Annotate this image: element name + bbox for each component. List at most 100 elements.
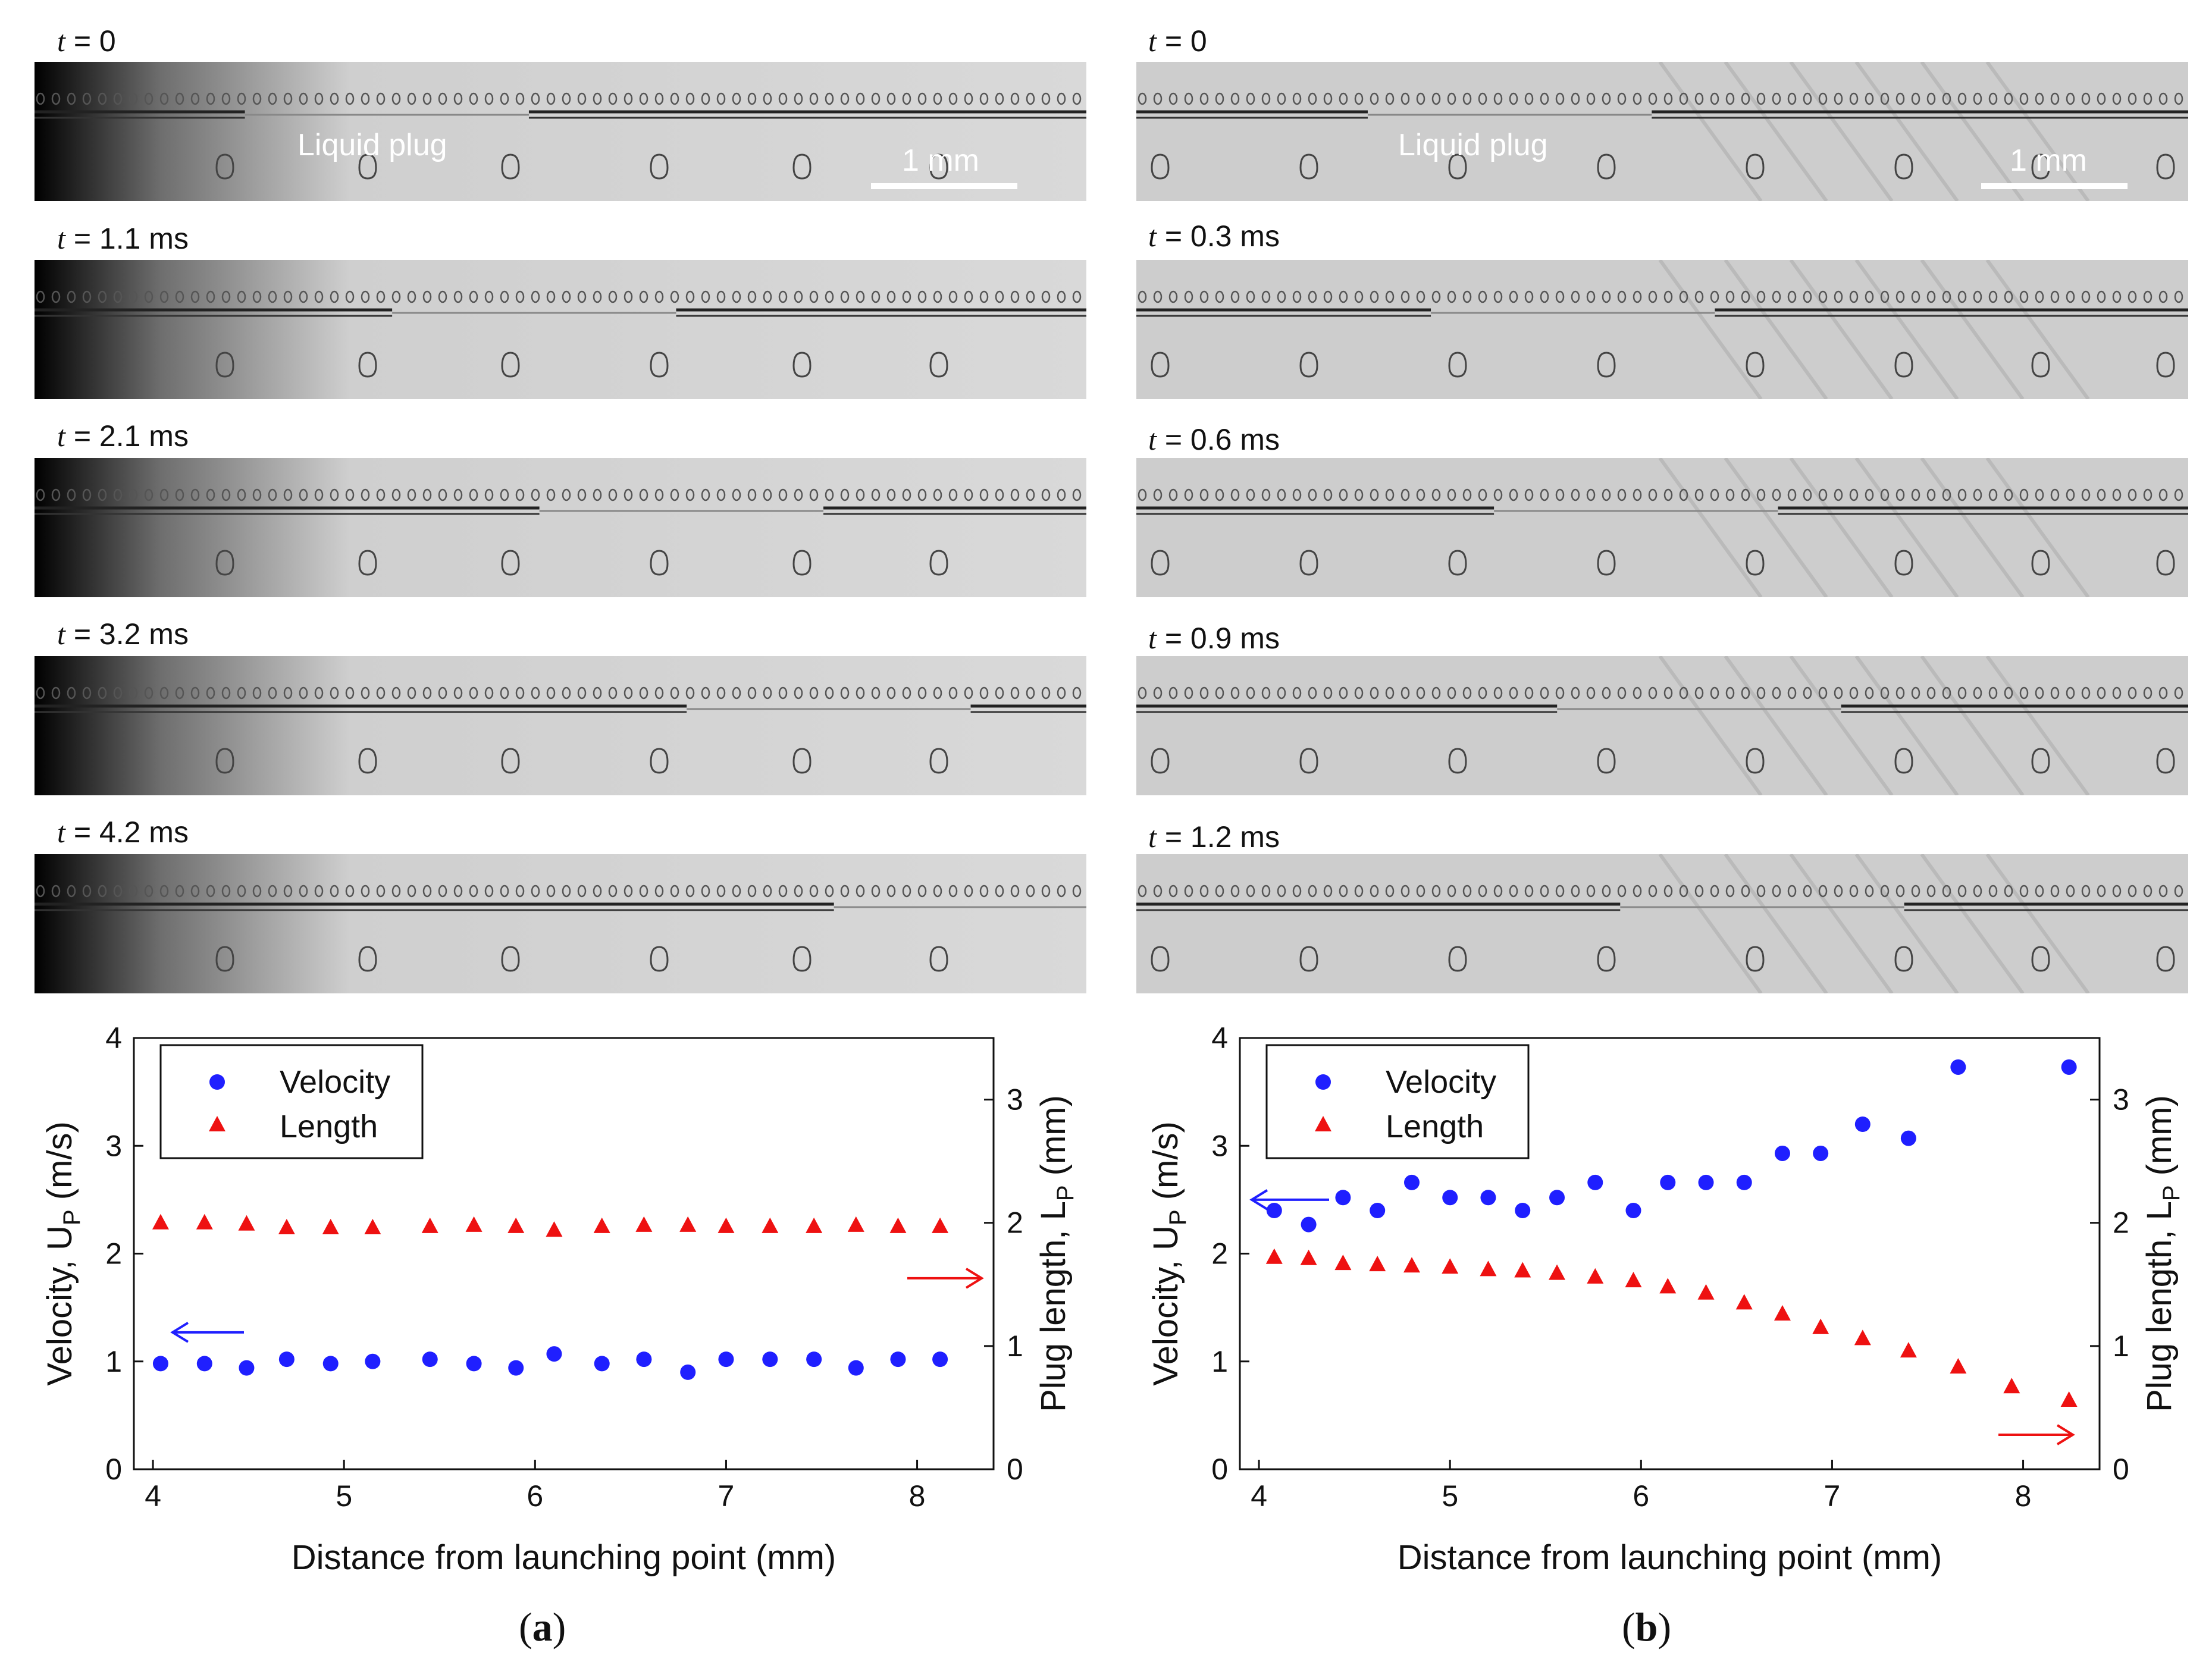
length-point — [1812, 1318, 1829, 1334]
channel-dot — [175, 885, 184, 898]
channel-dot — [51, 885, 61, 898]
channel-dot — [376, 92, 386, 105]
channel-dot — [2081, 488, 2091, 501]
channel-dot — [1679, 686, 1688, 700]
velocity-point — [680, 1364, 696, 1380]
channel-dot — [1339, 290, 1348, 303]
length-point — [593, 1217, 610, 1233]
y-left-tick-label: 1 — [105, 1345, 122, 1378]
channel-dot — [840, 92, 850, 105]
velocity-point — [762, 1351, 778, 1368]
channel-dot — [1973, 488, 1982, 501]
channel-dot — [2143, 488, 2153, 501]
channel-dot — [1292, 885, 1302, 898]
channel-dot — [1787, 92, 1797, 105]
channel-dot — [1679, 290, 1688, 303]
alignment-marker — [2031, 352, 2050, 378]
y-left-tick-label: 4 — [105, 1021, 122, 1055]
channel-dot — [1246, 290, 1255, 303]
channel-dot — [1725, 686, 1735, 700]
y-right-tick-label: 1 — [1007, 1329, 1023, 1363]
channel-dot — [1679, 488, 1688, 501]
channel-dot — [1694, 686, 1704, 700]
channel-dot — [1834, 290, 1843, 303]
velocity-axis-arrow-head — [1249, 1189, 1268, 1210]
channel-dot — [716, 488, 726, 501]
channel-dot — [979, 92, 989, 105]
channel-dot — [1138, 290, 1147, 303]
length-point — [806, 1217, 823, 1233]
channel-dot — [1911, 885, 1920, 898]
scale-label-a: 1 mm — [902, 143, 979, 178]
alignment-marker — [2156, 153, 2175, 180]
background-streak — [1658, 62, 1763, 201]
velocity-point — [365, 1353, 381, 1369]
channel-dot — [577, 290, 587, 303]
channel-dot — [856, 488, 865, 501]
channel-dot — [1787, 488, 1797, 501]
channel-dot — [1787, 885, 1797, 898]
channel-dot — [1400, 885, 1410, 898]
micrograph-frame — [35, 62, 1086, 201]
channel-dot — [422, 290, 432, 303]
background-streak — [1724, 656, 1828, 795]
length-point — [1659, 1278, 1677, 1294]
channel-dot — [1818, 290, 1828, 303]
channel-dot — [1524, 290, 1534, 303]
channel-dot — [577, 885, 587, 898]
x-tick-label: 6 — [527, 1479, 543, 1513]
velocity-point — [1587, 1174, 1603, 1190]
channel-dot — [1354, 290, 1364, 303]
velocity-point — [806, 1351, 822, 1368]
channel-dot — [206, 290, 215, 303]
channel-dot — [1880, 290, 1890, 303]
channel-dot — [1400, 92, 1410, 105]
channel-dot — [2174, 686, 2183, 700]
channel-dot — [268, 885, 277, 898]
length-point — [507, 1217, 525, 1233]
channel-dot — [1540, 885, 1549, 898]
channel-dot — [902, 686, 911, 700]
channel-dot — [1509, 686, 1518, 700]
channel-dot — [500, 92, 509, 105]
channel-dot — [1230, 885, 1240, 898]
channel-dot — [129, 686, 138, 700]
channel-dot — [933, 686, 942, 700]
velocity-point — [152, 1356, 168, 1372]
channel-dot — [1447, 92, 1456, 105]
alignment-marker — [929, 352, 948, 378]
alignment-marker — [1448, 550, 1467, 576]
channel-dot — [407, 686, 416, 700]
y-left-tick-label: 0 — [105, 1453, 122, 1486]
channel-dot — [1926, 885, 1936, 898]
channel-dot — [237, 885, 246, 898]
channel-dot — [964, 686, 973, 700]
channel-dot — [252, 92, 262, 105]
length-point — [421, 1217, 438, 1233]
channel-dot — [1895, 290, 1905, 303]
channel-dot — [1153, 488, 1163, 501]
channel-dot — [1153, 92, 1163, 105]
channel-dot — [1370, 488, 1379, 501]
alignment-marker — [501, 748, 520, 774]
channel-dot — [716, 885, 726, 898]
channel-dot — [1602, 488, 1611, 501]
channel-dot — [1057, 885, 1066, 898]
micrograph-frame — [1136, 458, 2188, 597]
channel-dot — [1447, 885, 1456, 898]
alignment-marker — [2156, 550, 2175, 576]
channel-dot — [685, 885, 695, 898]
velocity-point — [1900, 1130, 1916, 1146]
channel-dot — [1230, 290, 1240, 303]
chart-b: 4 5 6 7 8 0 1 2 3 4 0 1 2 3 Distance from launching po… — [1106, 1011, 2212, 1606]
channel-dot — [1261, 488, 1271, 501]
alignment-marker — [215, 946, 234, 972]
channel-dot — [407, 488, 416, 501]
channel-dot — [1385, 290, 1395, 303]
channel-dot — [1153, 686, 1163, 700]
channel-dot — [778, 290, 788, 303]
alignment-marker — [1746, 153, 1765, 180]
channel-dot — [840, 686, 850, 700]
x-tick-label: 5 — [1442, 1479, 1458, 1513]
channel-dot — [1010, 686, 1020, 700]
